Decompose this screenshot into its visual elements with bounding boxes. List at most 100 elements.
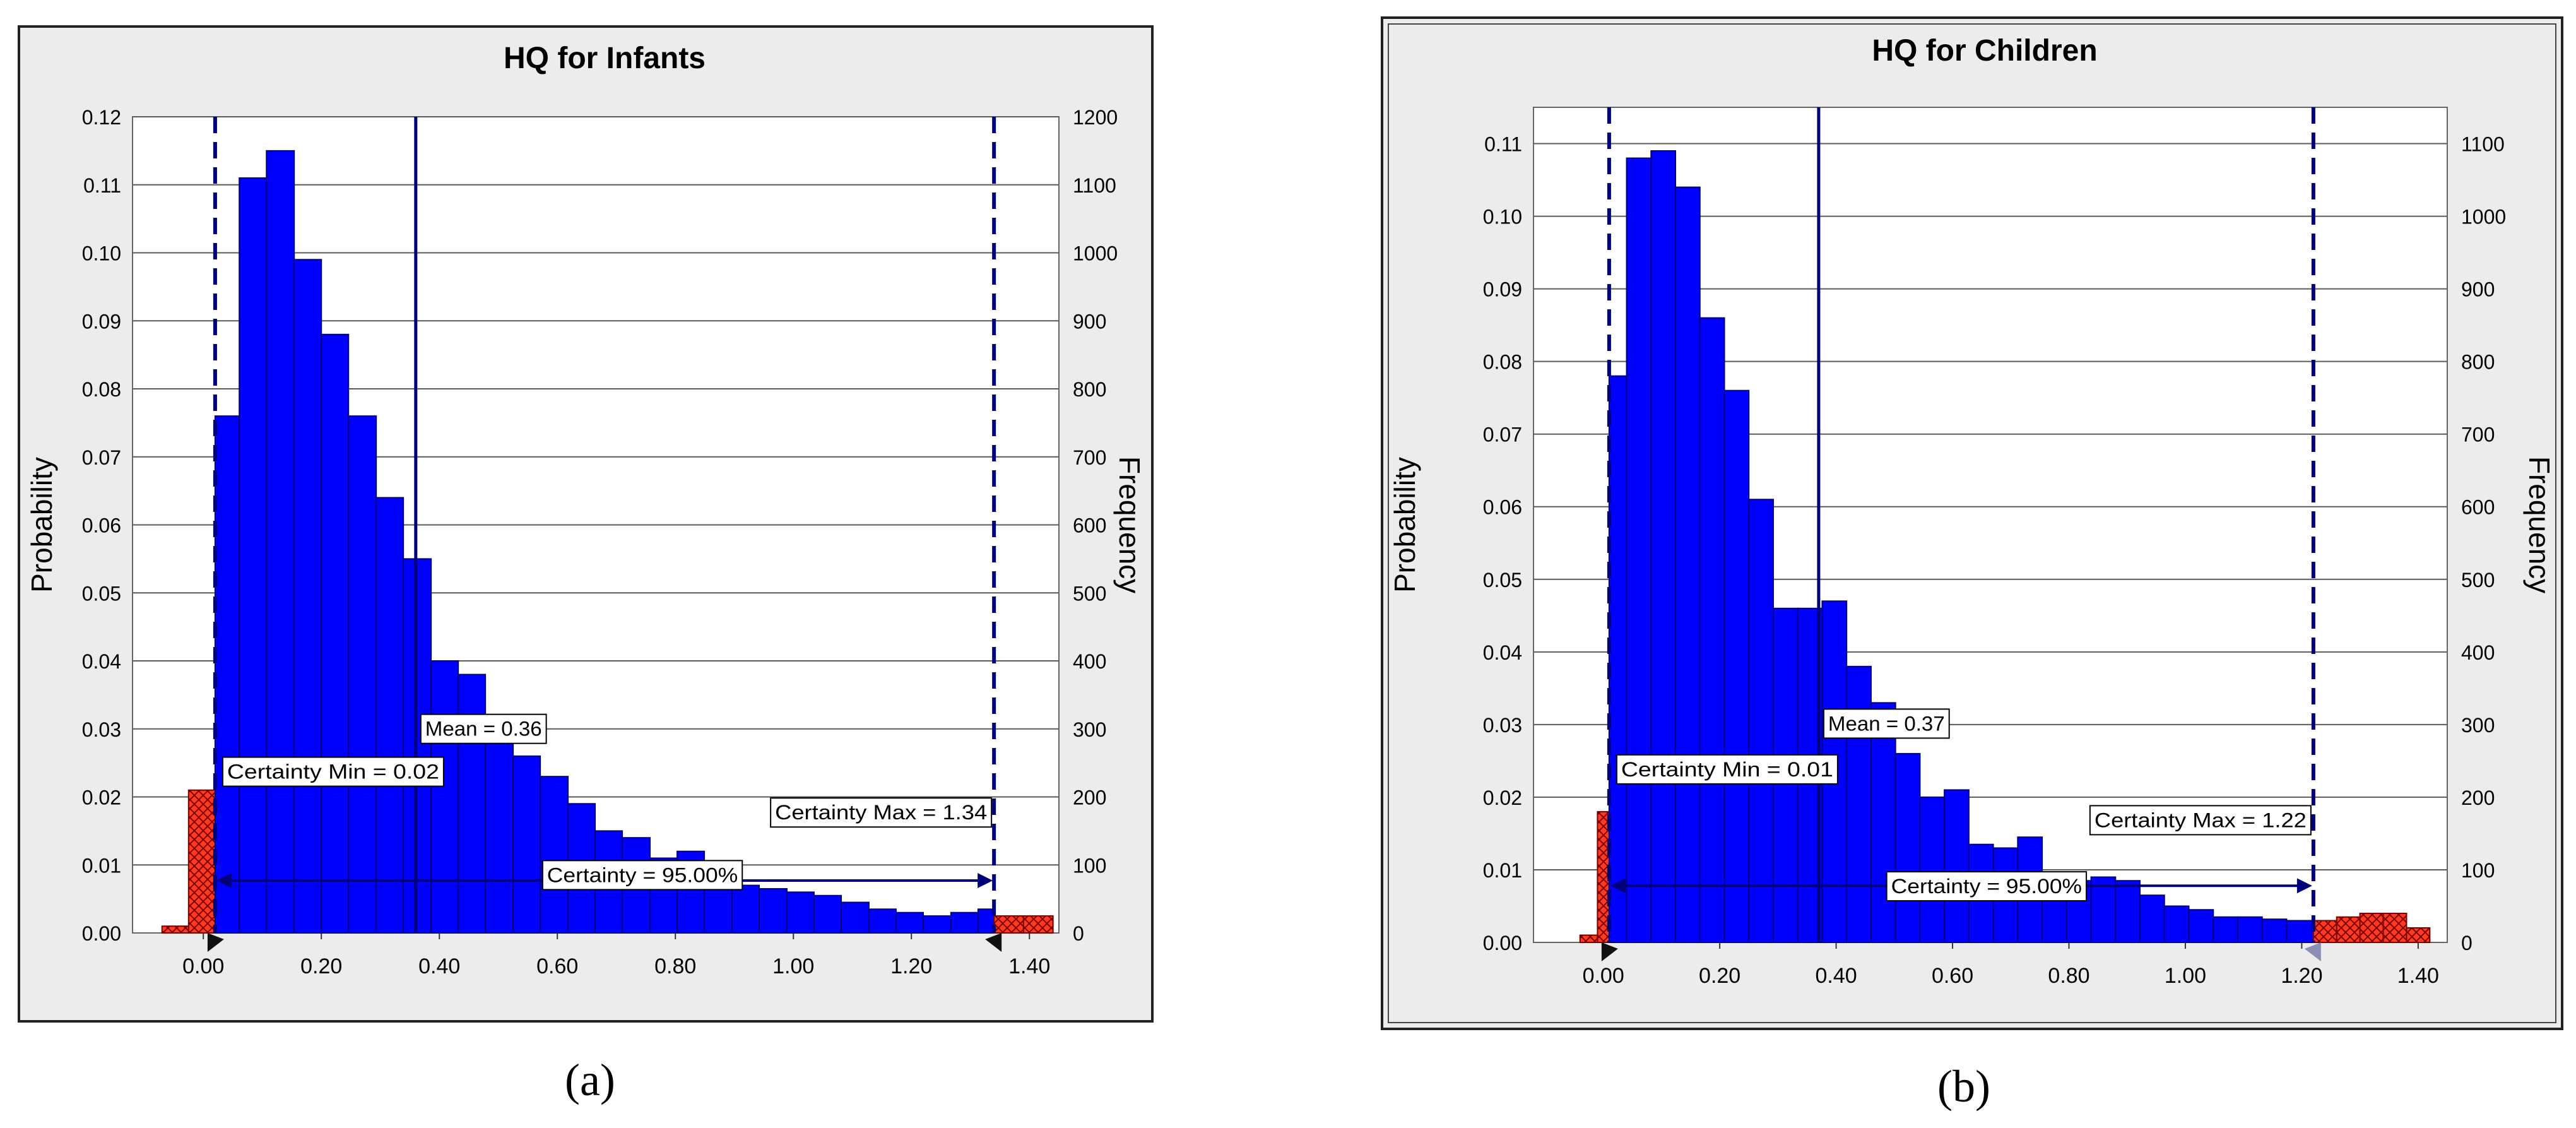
tail-bar [2406,927,2431,944]
certainty-min-label-box [1616,754,1838,785]
y-tick-label: 0.01 [82,854,121,877]
y2-tick-label: 1200 [1073,106,1118,129]
x-tick-label: 0.00 [1583,964,1624,988]
tail-bar [993,915,1024,934]
y2-tick-label: 400 [1073,650,1106,673]
y2-axis-label: Frequency [1113,456,1146,593]
y-tick-label: 0.04 [82,650,121,673]
histogram-bar [430,660,459,934]
certainty-min-handle [1601,942,1618,961]
tail-bar [1579,934,1598,943]
histogram-bar [2286,920,2314,943]
certainty-label-box [1886,871,2088,902]
x-tick-label: 0.80 [654,954,696,978]
y-tick-label: 0.05 [1483,569,1522,591]
certainty-min-label: Certainty Min = 0.02 [227,761,439,783]
y-tick-label: 0.10 [82,242,121,265]
x-tick-label: 1.00 [772,954,814,978]
y2-tick-label: 1100 [2461,133,2505,156]
y2-axis-label: Frequency [2523,456,2556,593]
y2-tick-label: 600 [1073,514,1106,537]
y2-tick-label: 100 [2461,859,2495,882]
y-tick-label: 0.08 [1483,351,1522,374]
y-tick-label: 0.06 [82,514,121,537]
y2-tick-label: 400 [2461,641,2495,664]
x-tick-label: 0.40 [1815,964,1857,988]
y2-tick-label: 200 [2461,787,2495,809]
histogram-bar [1870,702,1896,944]
certainty-min-handle [207,933,224,952]
histogram-bar [950,911,979,934]
histogram-bar [1608,375,1628,943]
caption-b: (b) [1937,1061,1990,1112]
caption-a: (a) [565,1055,615,1105]
chart-title: HQ for Infants [504,42,706,75]
y2-tick-label: 300 [2461,714,2495,737]
certainty-max-label: Certainty Max = 1.34 [775,801,987,824]
y-tick-label: 0.05 [82,582,121,605]
y-axis-label: Probability [25,457,58,593]
tail-bar [2336,916,2361,943]
tail-bar [2382,912,2408,944]
y-tick-label: 0.11 [83,174,121,197]
histogram-bar [813,894,842,934]
y-tick-label: 0.00 [1483,932,1522,954]
y-tick-label: 0.08 [82,378,121,401]
mean-label-box [1823,708,1950,739]
histogram-bar [458,674,487,934]
y2-tick-label: 0 [1073,922,1084,945]
histogram-bar [2090,876,2117,943]
histogram-bar [1894,752,1921,943]
y2-tick-label: 700 [1073,446,1106,469]
histogram-bar [1626,157,1652,944]
histogram-bar [2213,916,2238,943]
chart-panel-children: HQ for Children 0.00 0.01 0.02 0.03 0.04 0.05 0… [1381,16,2563,1030]
x-tick-label: 1.00 [2165,964,2206,988]
y-axis-label: Probability [1388,457,1421,593]
x-tick-label: 0.60 [1932,964,1973,988]
y2-tick-label: 800 [2461,351,2495,374]
y-tick-label: 0.02 [82,787,121,809]
tail-bar [1022,915,1054,934]
chart-inner-frame [1388,23,2556,1023]
y2-tick-label: 0 [2461,932,2473,954]
histogram-bar [2236,916,2263,943]
certainty-min-label-box [222,756,444,787]
y2-tick-label: 600 [2461,496,2495,519]
x-tick-label: 0.00 [182,954,224,978]
y-tick-label: 0.00 [82,922,121,945]
y-tick-label: 0.01 [1483,859,1522,882]
histogram-bar [512,755,541,934]
y2-tick-label: 200 [1073,787,1106,809]
mean-label-box [420,713,547,744]
y-tick-label: 0.07 [1483,424,1522,446]
histogram-bar [1699,317,1725,943]
y-tick-label: 0.11 [1484,133,1522,156]
histogram-bar [214,415,240,934]
certainty-max-handle [985,933,1002,952]
tail-bar [187,789,216,934]
tail-bar [161,925,189,934]
histogram-bar [1748,499,1774,943]
y2-tick-label: 1100 [1073,174,1116,197]
chart-title: HQ for Children [1872,34,2097,68]
arrow-head-right [978,873,993,889]
x-tick-label: 1.40 [2397,964,2439,988]
certainty-max-handle [2304,942,2321,961]
mean-label: Mean = 0.37 [1828,712,1945,735]
certainty-max-label: Certainty Max = 1.22 [2094,809,2307,831]
histogram-bar [266,150,295,934]
arrow-head-left [216,873,232,889]
x-tick-label: 1.20 [2281,964,2322,988]
chart-panel-infants: HQ for Infants 0.00 0.01 0.02 0.03 0.04 0.05 0.… [18,25,1154,1023]
histogram-bar [2115,880,2141,943]
arrow-head-left [1610,878,1626,894]
x-tick-label: 0.20 [300,954,342,978]
y-tick-label: 0.02 [1483,787,1522,809]
certainty-label: Certainty = 95.00% [1891,875,2082,898]
x-tick-label: 0.20 [1699,964,1740,988]
y-tick-label: 0.12 [82,106,121,129]
y-tick-label: 0.03 [1483,714,1522,737]
histogram-bar [1675,186,1701,943]
y2-tick-label: 100 [1073,854,1106,877]
